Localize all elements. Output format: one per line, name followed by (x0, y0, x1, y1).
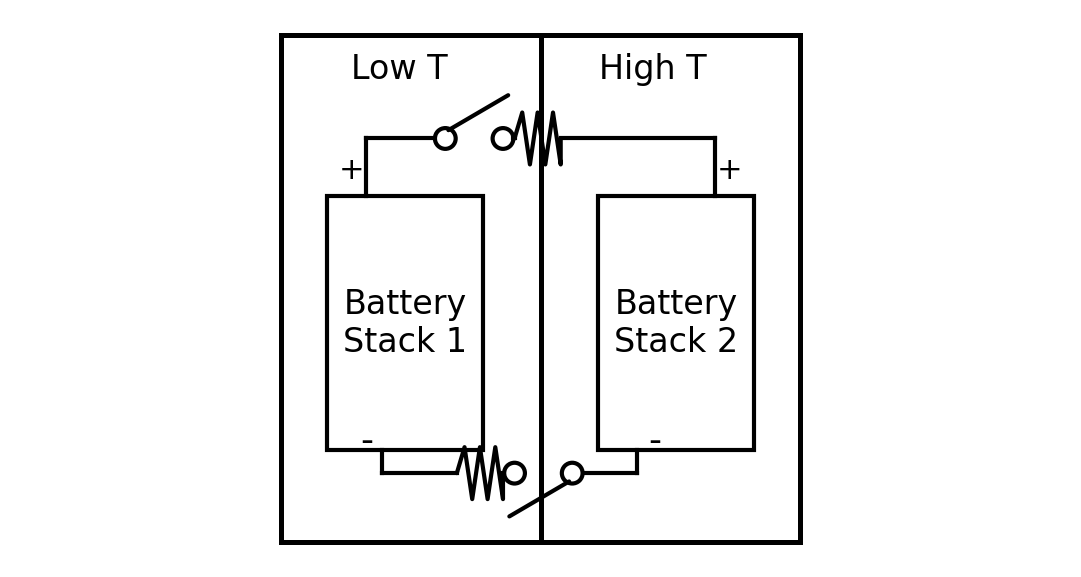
Bar (328, 196, 483, 450)
Text: Battery
Stack 2: Battery Stack 2 (614, 287, 738, 359)
Text: Low T: Low T (351, 53, 448, 86)
Text: -: - (361, 425, 374, 458)
Bar (281, 35, 800, 542)
Text: +: + (338, 156, 364, 185)
Text: +: + (717, 156, 743, 185)
Bar (598, 196, 753, 450)
Text: Battery
Stack 1: Battery Stack 1 (343, 287, 467, 359)
Text: -: - (648, 425, 660, 458)
Text: High T: High T (599, 53, 707, 86)
